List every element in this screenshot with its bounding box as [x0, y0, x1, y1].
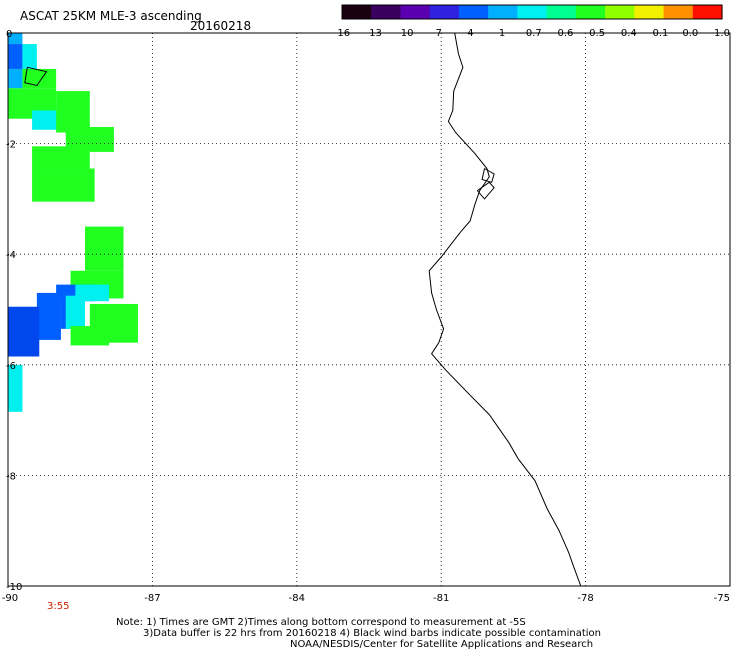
wind-cell — [22, 44, 37, 69]
wind-cell — [70, 326, 110, 346]
lat-label: 0 — [6, 29, 12, 40]
colorbar-segment — [342, 5, 372, 19]
note-credit: NOAA/NESDIS/Center for Satellite Applica… — [290, 639, 594, 650]
lat-label: -4 — [6, 250, 16, 261]
wind-cell — [22, 68, 57, 89]
coastline — [24, 32, 582, 587]
note-line-1: Note: 1) Times are GMT 2)Times along bot… — [116, 617, 526, 628]
colorbar-segment — [458, 5, 489, 19]
wind-cell — [32, 168, 95, 202]
colorbar-segment — [575, 5, 606, 19]
colorbar-segment — [546, 5, 577, 19]
product-title: ASCAT 25KM MLE-3 ascending — [20, 9, 202, 23]
lat-label: -8 — [6, 471, 16, 482]
wind-cell — [85, 226, 124, 271]
island-outline — [476, 181, 495, 200]
lon-label: -78 — [577, 593, 593, 604]
lon-label: -90 — [2, 593, 18, 604]
wind-cell — [56, 91, 90, 133]
colorbar-segment — [605, 5, 635, 19]
colorbar-segment — [692, 5, 723, 19]
colorbar: -16 -13 -10 -7 -4 -1 -0.7 -0.6 -0.5 -0.4 -0.1 0.0 1.… — [334, 4, 730, 39]
island-outline — [24, 66, 48, 87]
wind-cell — [36, 292, 61, 340]
wind-cell — [32, 146, 90, 169]
colorbar-segment — [488, 5, 518, 19]
coastline-path — [428, 32, 582, 587]
wind-cell — [8, 364, 23, 412]
lon-label: -84 — [289, 593, 305, 604]
lat-label: -10 — [6, 582, 22, 593]
colorbar-segment — [517, 5, 548, 19]
measurement-time-label: 3:55 — [47, 601, 70, 612]
wind-cell — [65, 295, 86, 329]
lon-label: -87 — [144, 593, 160, 604]
colorbar-segment — [634, 5, 665, 19]
wind-cell — [8, 306, 40, 357]
colorbar-segment — [663, 5, 694, 19]
island-outline — [481, 168, 495, 183]
data-cells — [8, 33, 138, 412]
wind-cell — [8, 44, 23, 69]
product-date: 20160218 — [190, 19, 252, 33]
lat-label: -6 — [6, 361, 16, 372]
lon-label: -81 — [433, 593, 449, 604]
map-frame — [7, 32, 731, 587]
note-line-2: 3)Data buffer is 22 hrs from 20160218 4)… — [143, 628, 601, 639]
colorbar-segment — [429, 5, 460, 19]
wind-cell — [8, 68, 23, 89]
colorbar-border — [341, 4, 723, 20]
colorbar-segment — [371, 5, 402, 19]
lat-label: -2 — [6, 140, 16, 151]
grid-lines — [8, 33, 730, 586]
colorbar-segment — [400, 5, 431, 19]
axis-labels: 0 -2 -4 -6 -8 -10-90 -87 -84 -81 -78 -75 — [2, 29, 730, 604]
wind-cell — [8, 33, 23, 45]
lon-label: -75 — [714, 593, 730, 604]
